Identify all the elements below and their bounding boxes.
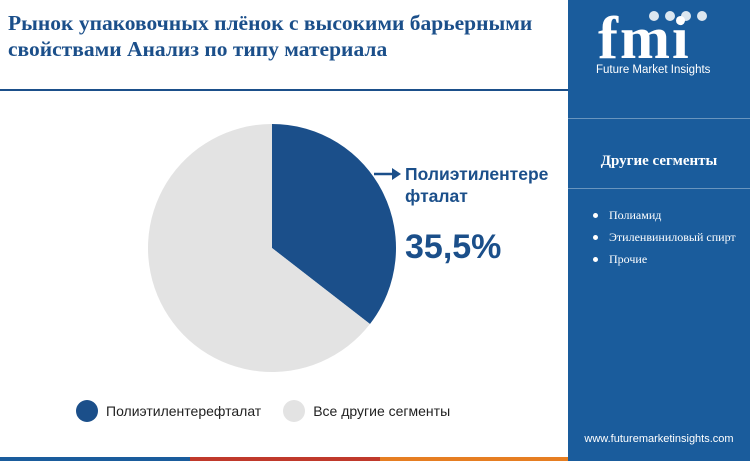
callout-arrow-icon bbox=[374, 168, 401, 180]
bullet-icon bbox=[593, 213, 598, 218]
title-divider bbox=[0, 89, 568, 91]
bullet-icon bbox=[593, 257, 598, 262]
pie-slice-other bbox=[148, 124, 370, 372]
list-item: Этиленвиниловый спирт bbox=[592, 229, 742, 246]
strip-blue bbox=[0, 457, 190, 461]
list-item: Полиамид bbox=[592, 207, 742, 224]
legend-label-pet: Полиэтилентерефталат bbox=[106, 403, 262, 419]
chart-legend: Полиэтилентерефталат Все другие сегменты bbox=[76, 400, 472, 422]
page-title: Рынок упаковочных плёнок с высокими барь… bbox=[8, 11, 533, 61]
sidebar-divider-top bbox=[568, 118, 750, 119]
callout-share-value: 35,5% bbox=[405, 228, 502, 266]
segment-label: Полиамид bbox=[609, 208, 662, 222]
segment-label: Этиленвиниловый спирт bbox=[609, 230, 736, 244]
pie-slice-pet bbox=[272, 124, 397, 325]
strip-orange bbox=[380, 457, 568, 461]
list-item: Прочие bbox=[592, 251, 742, 268]
legend-label-other: Все другие сегменты bbox=[313, 403, 451, 419]
sidebar-divider-bottom bbox=[568, 188, 750, 189]
sidebar-heading: Другие сегменты bbox=[600, 153, 718, 169]
svg-text:fmi: fmi bbox=[598, 8, 691, 64]
bullet-icon bbox=[593, 235, 598, 240]
pie-chart bbox=[148, 124, 397, 372]
pie-chart-svg bbox=[148, 124, 397, 372]
legend-item-pet: Полиэтилентерефталат bbox=[76, 400, 261, 422]
strip-red bbox=[190, 457, 380, 461]
fmi-logo-icon: fmi bbox=[598, 5, 707, 71]
legend-item-other: Все другие сегменты bbox=[283, 400, 450, 422]
other-segments-list: Полиамид Этиленвиниловый спирт Прочие bbox=[592, 207, 742, 273]
logo-company-name: Future Market Insights bbox=[596, 64, 711, 76]
fmi-logo: fmi Future Market Insights bbox=[596, 5, 726, 88]
bottom-color-strip bbox=[0, 457, 568, 461]
legend-swatch-other bbox=[283, 400, 306, 422]
website-link[interactable]: www.futuremarketinsights.com bbox=[584, 433, 734, 445]
segment-label: Прочие bbox=[609, 252, 648, 266]
legend-swatch-pet bbox=[76, 400, 98, 422]
sidebar: fmi Future Market Insights Другие сегмен… bbox=[568, 0, 750, 461]
callout-segment-label: Полиэтилентере фталат bbox=[405, 164, 549, 206]
